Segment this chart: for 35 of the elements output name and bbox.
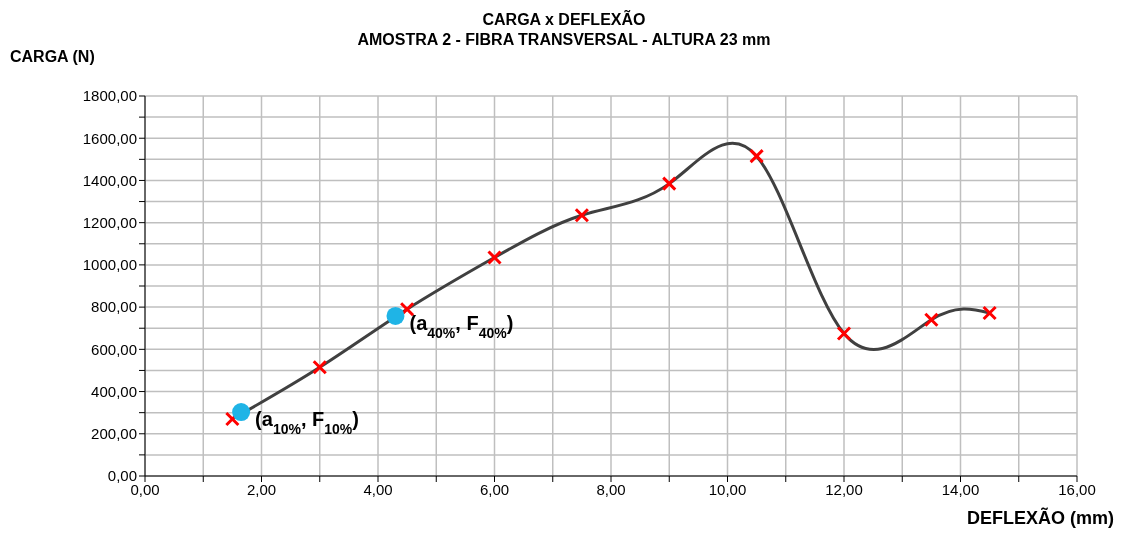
y-tick-label: 800,00 <box>91 298 137 316</box>
annotation: (a$_{40%}$, F$_{40%}$) <box>409 311 514 341</box>
point <box>312 359 328 375</box>
chart-subtitle: AMOSTRA 2 - FIBRA TRANSVERSAL - ALTURA 23 mm <box>357 31 771 48</box>
point <box>232 403 251 422</box>
point <box>574 207 590 223</box>
x-tick-label: 12,00 <box>825 480 863 498</box>
point <box>982 305 998 321</box>
x-tick-label: 6,00 <box>479 480 510 498</box>
point <box>661 176 677 192</box>
y-tick-label: 1200,00 <box>82 213 137 231</box>
x-tick-label: 16,00 <box>1058 480 1096 498</box>
point <box>224 411 240 427</box>
point <box>386 306 405 325</box>
y-tick-label: 1600,00 <box>82 129 137 147</box>
y-tick-label: 200,00 <box>91 425 137 443</box>
point <box>749 148 765 164</box>
chart-title: CARGA x DEFLEXÃO <box>481 10 647 30</box>
x-tick-label: 4,00 <box>363 480 393 498</box>
x-tick-label: 2,00 <box>246 480 277 498</box>
y-tick-label: 400,00 <box>91 382 137 400</box>
x-tick-label: 8,00 <box>596 480 626 498</box>
point <box>923 312 939 328</box>
y-tick-label: 1000,00 <box>82 256 137 274</box>
annotation: (a$_{10%}$, F$_{10%}$) <box>255 408 359 438</box>
y-tick-label: 1800,00 <box>82 87 137 105</box>
x-tick-label: 10,00 <box>708 480 747 498</box>
point <box>836 326 852 341</box>
point <box>399 301 415 317</box>
y-tick-label: 600,00 <box>91 340 137 358</box>
x-axis-title: DEFLEXÃO (mm) <box>966 508 1114 529</box>
y-tick-label: 1400,00 <box>82 171 137 189</box>
x-tick-label: 14,00 <box>941 480 980 498</box>
point <box>487 250 502 265</box>
y-axis-title: CARGA (N) <box>10 48 95 66</box>
